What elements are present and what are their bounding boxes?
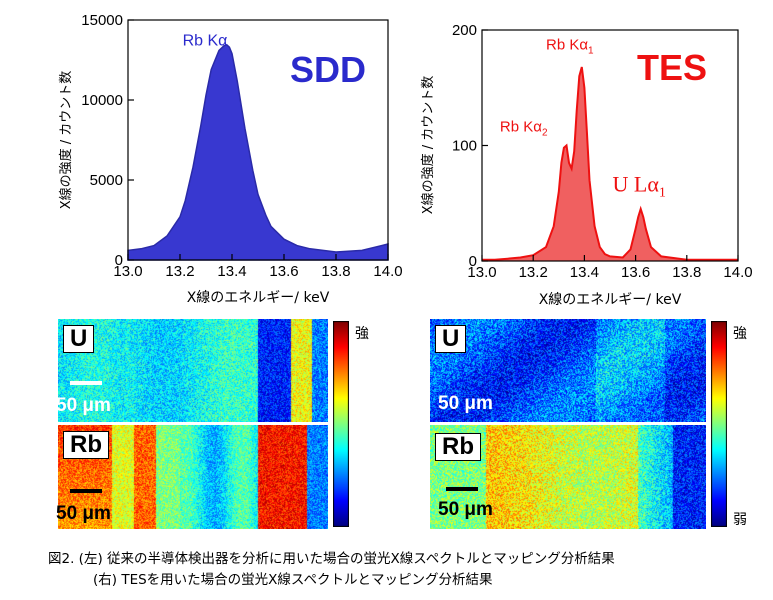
tes-x-tick-label: 13.6 bbox=[621, 264, 650, 281]
sdd-spectrum-chart: 13.0 13.2 13.4 13.6 13.8 14.0 0 5000 10000 15000… bbox=[58, 12, 403, 306]
tes-y-axis-label: X線の強度 / カウント数 bbox=[420, 76, 436, 215]
sdd-rb-map-label: Rb bbox=[63, 431, 109, 459]
sdd-u-map-image bbox=[58, 319, 328, 422]
tes-peak-annotations: Rb Kα1 Rb Kα2 U Lα1 bbox=[500, 37, 666, 201]
tes-detector-label: TES bbox=[637, 47, 707, 88]
sdd-y-axis-label: X線の強度 / カウント数 bbox=[58, 71, 74, 210]
tes-colorbar bbox=[711, 321, 727, 527]
tes-x-axis-label: X線のエネルギー/ keV bbox=[539, 292, 682, 308]
tes-y-tick-label: 0 bbox=[469, 253, 477, 270]
tes-y-tick-label: 200 bbox=[452, 22, 477, 39]
tes-u-map-label: U bbox=[435, 325, 467, 353]
sdd-x-ticks: 13.0 13.2 13.4 13.6 13.8 14.0 bbox=[113, 254, 403, 280]
sdd-y-tick-label: 0 bbox=[115, 252, 123, 269]
tes-y-tick-label: 100 bbox=[452, 138, 477, 155]
sdd-spectrum-area bbox=[127, 43, 389, 261]
tes-rb-scale-text: 50 μm bbox=[438, 499, 493, 520]
tes-y-ticks: 0 100 200 bbox=[452, 22, 488, 270]
sdd-u-map: U 50 μm bbox=[56, 319, 328, 422]
sdd-colorbar-high-label: 強 bbox=[355, 326, 369, 342]
tes-x-ticks: 13.0 13.2 13.4 13.6 13.8 14.0 bbox=[467, 255, 753, 281]
tes-rb-scale-bar bbox=[446, 487, 478, 491]
tes-spectrum-chart: 13.0 13.2 13.4 13.6 13.8 14.0 0 100 200 TES Rb … bbox=[420, 22, 753, 308]
sdd-plot-frame bbox=[127, 19, 389, 261]
sdd-rb-scale-text: 50 μm bbox=[56, 503, 111, 524]
sdd-rb-scale-bar bbox=[70, 489, 102, 493]
figure-caption-line2: (右) TESを用いた場合の蛍光X線スペクトルとマッピング分析結果 bbox=[93, 572, 493, 588]
tes-x-tick-label: 13.4 bbox=[570, 264, 599, 281]
tes-peak-annotation: Rb Kα1 bbox=[546, 37, 594, 57]
tes-peak-annotation: Rb Kα2 bbox=[500, 119, 548, 139]
sdd-u-scale-text: 50 μm bbox=[56, 395, 111, 416]
tes-u-map: U 50 μm bbox=[430, 319, 706, 422]
tes-spectrum-area bbox=[482, 67, 738, 261]
sdd-x-tick-label: 13.8 bbox=[321, 263, 350, 280]
sdd-y-ticks: 0 5000 10000 15000 bbox=[81, 12, 134, 269]
sdd-x-tick-label: 13.6 bbox=[269, 263, 298, 280]
sdd-u-scale-bar bbox=[70, 381, 102, 385]
tes-x-tick-label: 13.2 bbox=[519, 264, 548, 281]
sdd-x-tick-label: 13.4 bbox=[217, 263, 246, 280]
tes-peak-annotation: U Lα1 bbox=[613, 172, 666, 201]
sdd-peak-annotation: Rb Kα bbox=[183, 33, 228, 50]
sdd-y-tick-label: 10000 bbox=[81, 92, 123, 109]
tes-colorbar-low-label: 弱 bbox=[733, 512, 747, 528]
sdd-detector-label: SDD bbox=[290, 49, 366, 90]
sdd-colorbar bbox=[333, 321, 349, 527]
sdd-u-map-label: U bbox=[63, 325, 95, 353]
sdd-y-tick-label: 5000 bbox=[90, 172, 123, 189]
sdd-x-tick-label: 14.0 bbox=[373, 263, 402, 280]
tes-rb-map-label: Rb bbox=[435, 433, 481, 461]
tes-u-scale-text: 50 μm bbox=[438, 393, 493, 414]
tes-colorbar-high-label: 強 bbox=[733, 326, 747, 342]
sdd-y-tick-label: 15000 bbox=[81, 12, 123, 29]
sdd-x-tick-label: 13.2 bbox=[165, 263, 194, 280]
sdd-x-axis-label: X線のエネルギー/ keV bbox=[187, 290, 330, 306]
sdd-x-tick-label: 13.0 bbox=[113, 263, 142, 280]
tes-x-tick-label: 14.0 bbox=[723, 264, 752, 281]
tes-u-map-image bbox=[430, 319, 706, 422]
sdd-rb-map: Rb 50 μm bbox=[56, 425, 328, 529]
tes-x-tick-label: 13.0 bbox=[467, 264, 496, 281]
tes-rb-map: Rb 50 μm bbox=[430, 425, 706, 529]
tes-x-tick-label: 13.8 bbox=[672, 264, 701, 281]
tes-spectrum-line bbox=[482, 66, 738, 261]
figure-caption-line1: 図2. (左) 従来の半導体検出器を分析に用いた場合の蛍光X線スペクトルとマッピ… bbox=[48, 551, 615, 567]
